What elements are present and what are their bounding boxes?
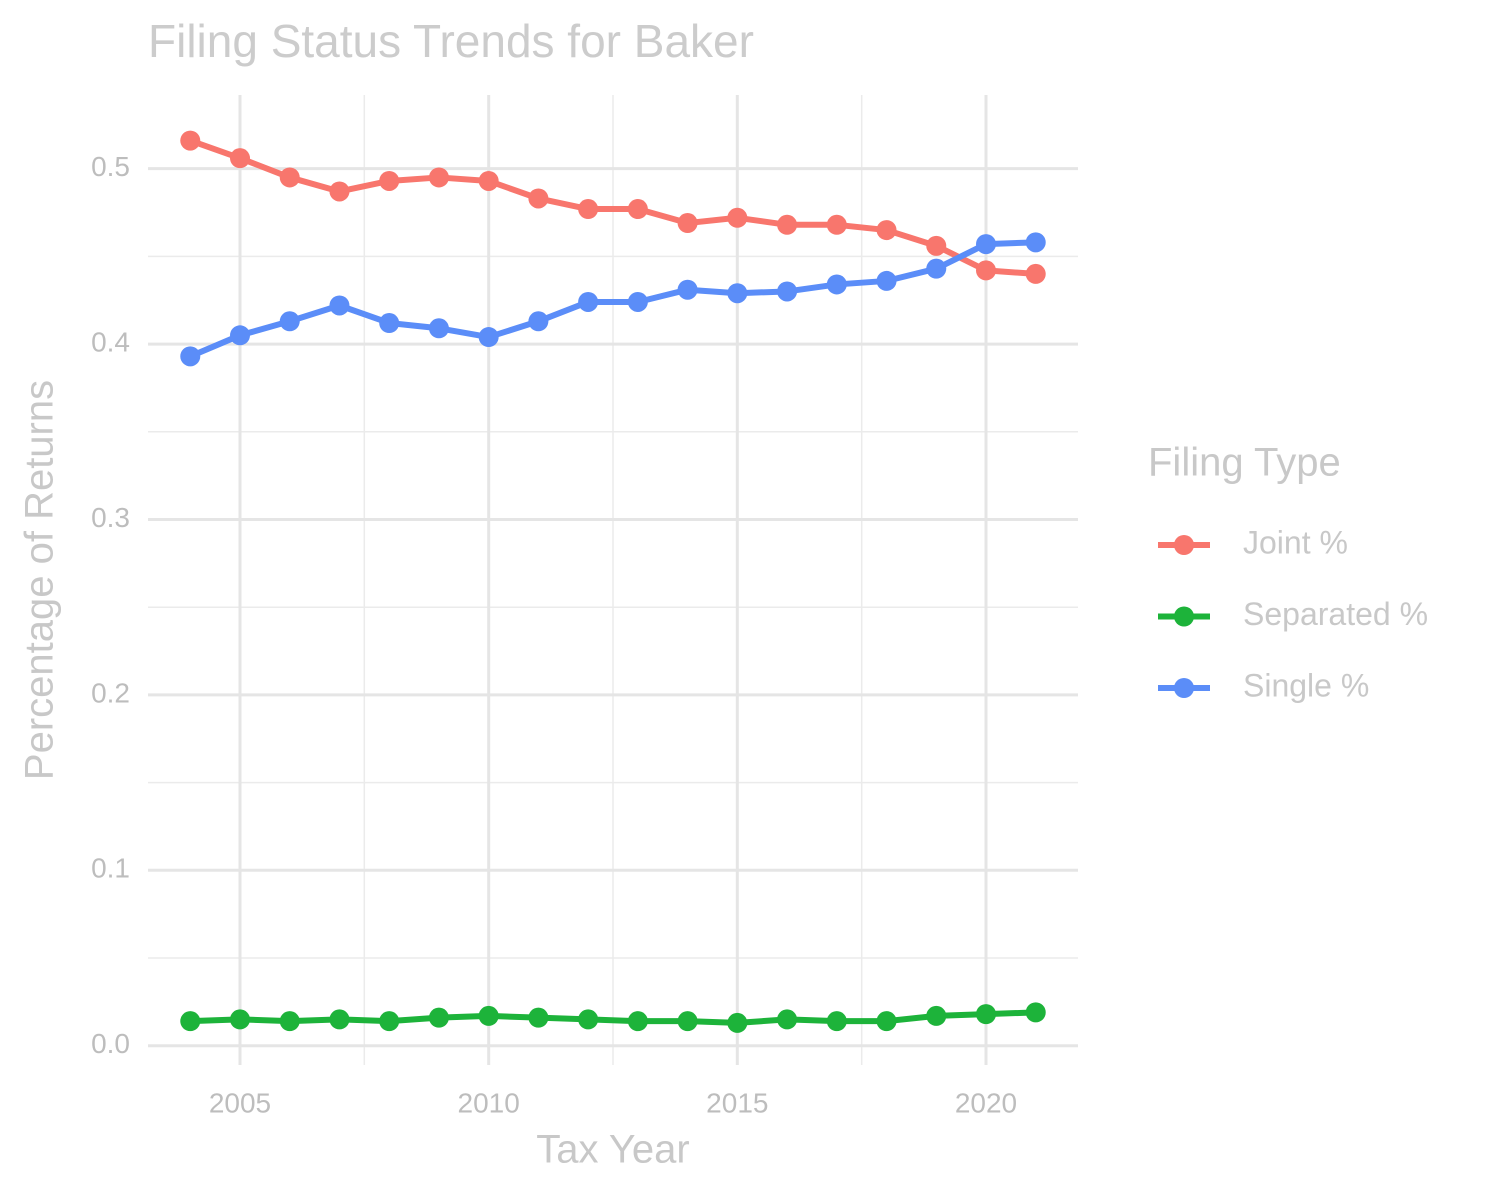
data-point bbox=[578, 291, 599, 312]
x-tick-label: 2005 bbox=[209, 1087, 271, 1118]
data-point bbox=[1025, 1002, 1046, 1023]
data-point bbox=[230, 148, 251, 169]
data-point bbox=[528, 311, 549, 332]
data-point bbox=[578, 1009, 599, 1030]
data-point bbox=[230, 1009, 251, 1030]
data-point bbox=[926, 1005, 947, 1026]
data-point bbox=[379, 170, 400, 191]
legend-label: Separated % bbox=[1243, 596, 1428, 632]
data-point bbox=[478, 327, 499, 348]
data-point bbox=[428, 1007, 449, 1028]
data-point bbox=[478, 1005, 499, 1026]
data-point bbox=[528, 188, 549, 209]
data-point bbox=[975, 260, 996, 281]
data-point bbox=[627, 291, 648, 312]
legend-swatch-point bbox=[1174, 678, 1194, 698]
data-point bbox=[876, 220, 897, 241]
y-tick-label: 0.1 bbox=[91, 853, 130, 884]
x-tick-label: 2015 bbox=[706, 1087, 768, 1118]
data-point bbox=[379, 1011, 400, 1032]
x-tick-label: 2020 bbox=[955, 1087, 1017, 1118]
data-point bbox=[1025, 263, 1046, 284]
data-point bbox=[528, 1007, 549, 1028]
data-point bbox=[926, 235, 947, 256]
data-point bbox=[677, 213, 698, 234]
data-point bbox=[1025, 232, 1046, 253]
data-point bbox=[230, 325, 251, 346]
data-point bbox=[329, 295, 350, 316]
data-point bbox=[876, 1011, 897, 1032]
data-point bbox=[578, 199, 599, 220]
data-point bbox=[180, 130, 201, 151]
data-point bbox=[777, 281, 798, 302]
data-point bbox=[677, 1011, 698, 1032]
data-point bbox=[826, 1011, 847, 1032]
data-point bbox=[428, 167, 449, 188]
data-point bbox=[975, 234, 996, 255]
data-point bbox=[279, 1011, 300, 1032]
data-point bbox=[627, 199, 648, 220]
data-point bbox=[727, 283, 748, 304]
data-point bbox=[180, 346, 201, 367]
data-point bbox=[727, 207, 748, 228]
data-point bbox=[926, 258, 947, 279]
data-point bbox=[677, 279, 698, 300]
legend-label: Joint % bbox=[1243, 524, 1348, 560]
y-tick-label: 0.4 bbox=[91, 326, 130, 357]
data-point bbox=[279, 167, 300, 188]
data-point bbox=[627, 1011, 648, 1032]
data-point bbox=[329, 1009, 350, 1030]
legend-title: Filing Type bbox=[1148, 441, 1341, 485]
y-tick-label: 0.3 bbox=[91, 502, 130, 533]
data-point bbox=[777, 1009, 798, 1030]
chart-title: Filing Status Trends for Baker bbox=[148, 15, 754, 67]
data-point bbox=[975, 1004, 996, 1025]
y-tick-label: 0.5 bbox=[91, 151, 130, 182]
y-axis-title: Percentage of Returns bbox=[18, 380, 62, 780]
data-point bbox=[826, 214, 847, 235]
data-point bbox=[329, 181, 350, 202]
data-point bbox=[180, 1011, 201, 1032]
data-point bbox=[826, 274, 847, 295]
data-point bbox=[727, 1012, 748, 1033]
y-tick-label: 0.0 bbox=[91, 1028, 130, 1059]
legend-swatch-point bbox=[1174, 535, 1194, 555]
y-tick-label: 0.2 bbox=[91, 677, 130, 708]
data-point bbox=[379, 313, 400, 334]
data-point bbox=[876, 270, 897, 291]
data-point bbox=[777, 214, 798, 235]
data-point bbox=[478, 170, 499, 191]
data-point bbox=[428, 318, 449, 339]
data-point bbox=[279, 311, 300, 332]
x-tick-label: 2010 bbox=[458, 1087, 520, 1118]
x-axis-title: Tax Year bbox=[536, 1128, 689, 1172]
legend-swatch-point bbox=[1174, 606, 1194, 627]
legend-label: Single % bbox=[1243, 667, 1369, 703]
